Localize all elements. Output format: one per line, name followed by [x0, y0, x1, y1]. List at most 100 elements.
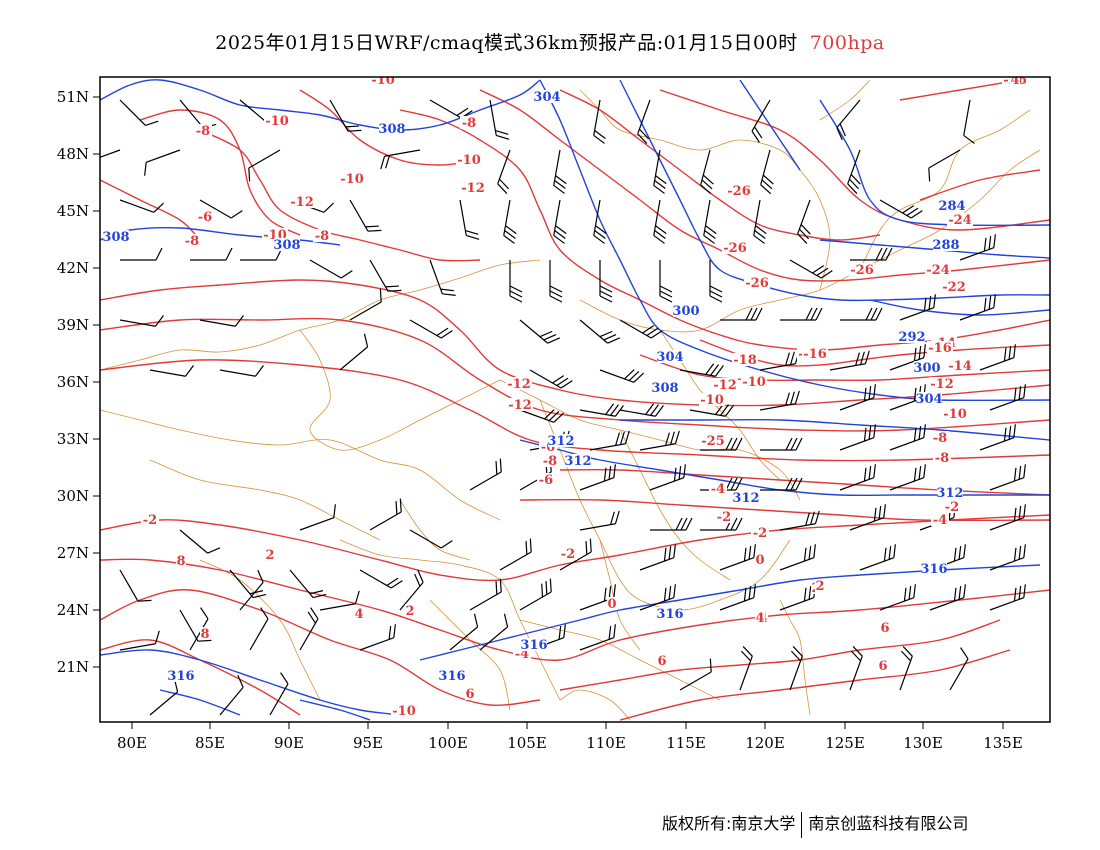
temp-label-bg	[744, 276, 770, 289]
temp-label: -24	[948, 213, 972, 228]
wind-barb	[219, 365, 264, 377]
isotherm	[559, 468, 1050, 496]
wind-barb	[479, 613, 509, 651]
temp-label-bg	[465, 687, 475, 700]
lon-tick-label: 105E	[507, 734, 547, 752]
temp-label-bg	[722, 241, 748, 254]
height-contour	[100, 226, 341, 246]
wind-barb	[779, 544, 816, 571]
border-line	[100, 259, 541, 371]
temp-label: 2	[405, 604, 414, 619]
temp-label-bg	[262, 228, 288, 241]
temp-label: 8	[176, 554, 185, 569]
height-label: 288	[932, 238, 959, 253]
wind-barb	[599, 260, 613, 303]
height-label: 312	[547, 434, 574, 449]
temp-label-bg	[726, 184, 752, 197]
temp-label-bg	[941, 280, 967, 293]
temp-label: -16	[803, 347, 827, 362]
wind-barb	[599, 369, 644, 383]
temp-label: -26	[723, 241, 747, 256]
height-label-bg	[521, 638, 547, 651]
height-label-bg	[673, 304, 699, 317]
wind-barb	[489, 99, 510, 140]
border-line	[499, 379, 801, 501]
wind-barb	[879, 584, 916, 611]
temp-label: -26	[745, 276, 769, 291]
temperature-contours	[100, 79, 1050, 721]
temp-label: -12	[508, 398, 532, 413]
height-label-bg	[937, 486, 963, 499]
temp-label: -2	[561, 547, 575, 562]
border-line	[539, 399, 791, 611]
temp-label-bg	[196, 210, 214, 223]
wind-barb	[529, 369, 573, 389]
temp-label-bg	[607, 597, 617, 610]
temp-label-bg	[313, 229, 331, 242]
longitude-axis: 80E 85E 90E 95E 100E 105E 110E 115E 120E 125E 130E…	[117, 722, 1023, 752]
temp-label: -10	[371, 73, 395, 88]
wind-barb	[149, 365, 194, 377]
wind-barb	[679, 363, 724, 377]
temp-label-bg	[289, 195, 315, 208]
height-label: 304	[915, 392, 942, 407]
wind-barb	[119, 315, 164, 327]
wind-barb	[839, 384, 876, 411]
wind-barb	[889, 344, 926, 371]
temp-label: -16	[928, 341, 952, 356]
lon-tick-label: 135E	[983, 734, 1023, 752]
height-contour	[419, 564, 1041, 661]
copyright-left: 版权所有:南京大学	[662, 814, 796, 833]
wind-barb	[593, 199, 607, 244]
wind-barb	[849, 646, 863, 691]
isotherm	[659, 89, 1050, 231]
temp-label-bg	[200, 627, 210, 640]
wind-barb	[144, 149, 181, 176]
wind-barb	[637, 99, 651, 144]
wind-barb	[299, 504, 336, 531]
wind-barb	[248, 149, 281, 182]
temp-label: -26	[727, 184, 751, 199]
lat-tick-label: 30N	[57, 487, 89, 505]
wind-barb	[179, 529, 221, 554]
wind-barb	[739, 646, 753, 691]
wind-barb	[963, 99, 975, 144]
temp-label-bg	[715, 510, 733, 523]
temp-label: 8	[200, 627, 209, 642]
height-label-bg	[439, 669, 465, 682]
height-label-bg	[933, 238, 959, 251]
temp-label: -8	[933, 431, 947, 446]
height-label: 284	[938, 199, 965, 214]
temp-label-bg	[559, 547, 577, 560]
wind-barb	[189, 607, 209, 651]
border-line	[519, 619, 721, 701]
wind-barb	[359, 624, 396, 651]
wind-barb	[703, 199, 717, 244]
wind-barb	[449, 613, 479, 651]
temp-label-bg	[815, 579, 825, 592]
isotherm	[100, 279, 1050, 407]
wind-barb	[119, 99, 159, 127]
isotherm	[100, 589, 541, 707]
isotherm	[139, 109, 301, 236]
border-line	[299, 329, 501, 451]
wind-barb	[928, 149, 961, 182]
copyright-right: 南京创蓝科技有限公司	[808, 814, 969, 833]
wind-barb	[659, 260, 673, 303]
temp-label: -10	[392, 704, 416, 719]
wind-barb	[329, 99, 362, 132]
wind-barb	[720, 307, 763, 321]
isotherm	[919, 169, 1041, 201]
height-label: 316	[520, 638, 547, 653]
wind-barb	[653, 149, 667, 194]
wind-barb	[759, 350, 800, 371]
temp-label: -12	[290, 195, 314, 210]
weather-map: -10-8-10 -8-10-12-10-12-6-10 -8-8-26-26-26…	[57, 73, 1051, 752]
temp-label-bg	[176, 554, 186, 567]
temp-label-bg	[931, 513, 949, 526]
wind-barb	[760, 437, 803, 451]
wind-barb	[840, 307, 883, 321]
wind-barb	[359, 569, 403, 589]
temp-label-bg	[370, 77, 396, 86]
height-label: 316	[920, 562, 947, 577]
